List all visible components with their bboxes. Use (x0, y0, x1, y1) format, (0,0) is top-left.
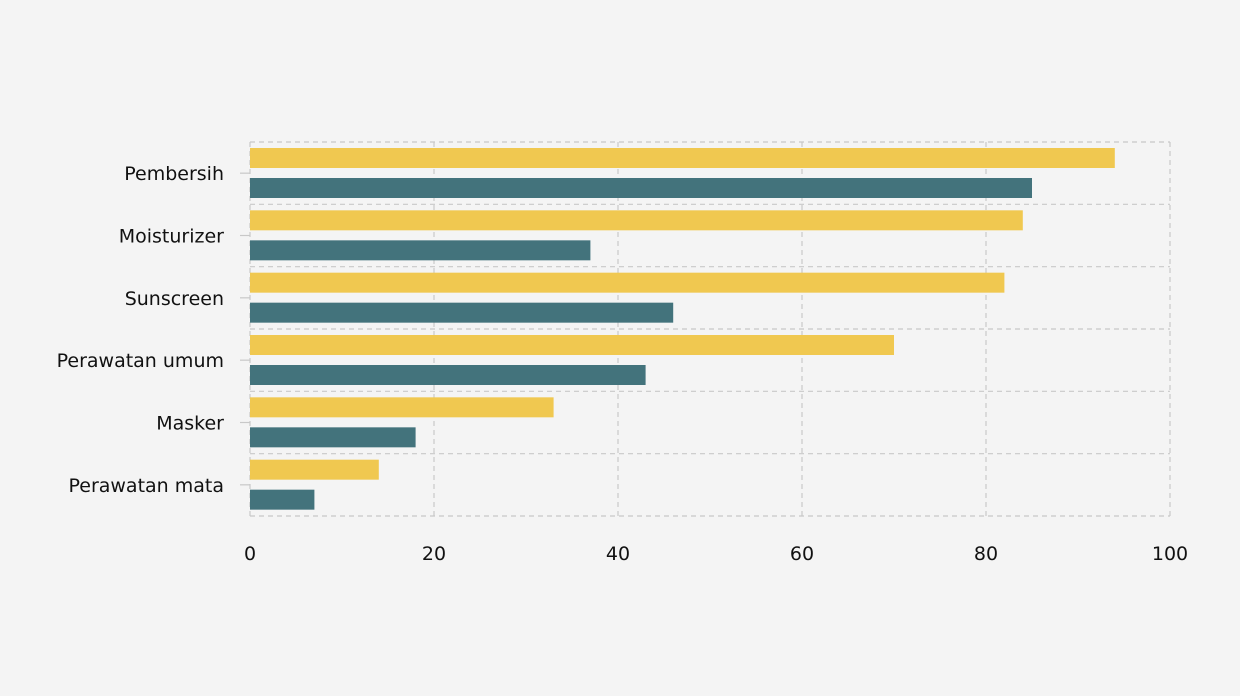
bar-teal-moisturizer (250, 240, 591, 261)
bar-teal-masker (250, 427, 416, 448)
bar-yellow-masker (250, 397, 554, 418)
x-tick-label: 0 (244, 543, 256, 565)
bar-yellow-sunscreen (250, 272, 1005, 293)
gridlines (249, 141, 1171, 517)
y-tick-label: Masker (156, 413, 224, 435)
bar-teal-perawatan-umum (250, 365, 646, 385)
bar-teal-perawatan-mata (250, 489, 315, 510)
y-tick-label: Sunscreen (125, 288, 224, 310)
x-tick-label: 20 (422, 543, 446, 565)
bar-yellow-pembersih (250, 148, 1115, 168)
bar-yellow-perawatan-mata (250, 459, 379, 480)
bar-teal-pembersih (250, 178, 1032, 198)
y-tick-label: Pembersih (124, 163, 224, 185)
y-tick-label: Moisturizer (119, 226, 224, 248)
x-tick-label: 80 (974, 543, 998, 565)
bar-teal-sunscreen (250, 302, 674, 323)
y-tick-label: Perawatan mata (68, 475, 224, 497)
bar-yellow-moisturizer (250, 210, 1023, 231)
y-tick-label: Perawatan umum (57, 350, 224, 372)
x-tick-label: 60 (790, 543, 814, 565)
x-tick-label: 40 (606, 543, 630, 565)
x-tick-label: 100 (1152, 543, 1188, 565)
bar-yellow-perawatan-umum (250, 335, 894, 355)
